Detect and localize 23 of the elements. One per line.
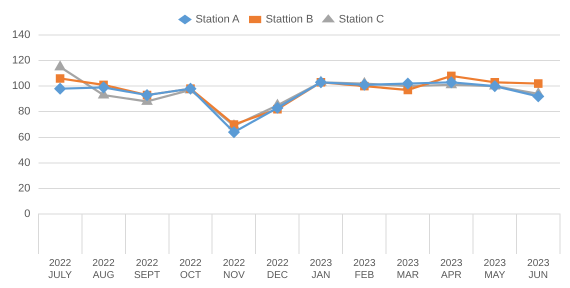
x-tick-label: 2022 OCT <box>179 258 202 281</box>
y-tick-label: 60 <box>18 131 30 144</box>
y-tick-label: 140 <box>12 29 30 42</box>
x-tick-label: 2023 APR <box>440 258 463 281</box>
x-tick-label: 2022 AUG <box>92 258 116 281</box>
y-tick-label: 120 <box>12 54 30 67</box>
x-tick-label: 2022 DEC <box>266 258 289 281</box>
legend-label: Stattion B <box>266 14 314 26</box>
x-tick-label: 2023 JUN <box>527 258 550 281</box>
legend-label: Station C <box>338 14 384 26</box>
y-tick-label: 0 <box>24 208 30 220</box>
y-tick-label: 40 <box>18 156 30 169</box>
x-tick-label: 2022 SEPT <box>134 258 160 281</box>
x-tick-label: 2023 FEB <box>353 258 376 281</box>
y-tick-label: 100 <box>12 80 30 92</box>
x-tick-label: 2023 MAR <box>396 258 420 281</box>
legend-label: Station A <box>195 14 240 26</box>
x-tick-label: 2023 JAN <box>310 258 332 281</box>
x-tick-label: 2023 MAY <box>484 258 506 281</box>
y-tick-label: 80 <box>18 106 30 118</box>
y-tick-label: 20 <box>18 182 30 194</box>
x-tick-label: 2022 NOV <box>222 258 246 281</box>
x-tick-label: 2022 JULY <box>48 258 72 281</box>
